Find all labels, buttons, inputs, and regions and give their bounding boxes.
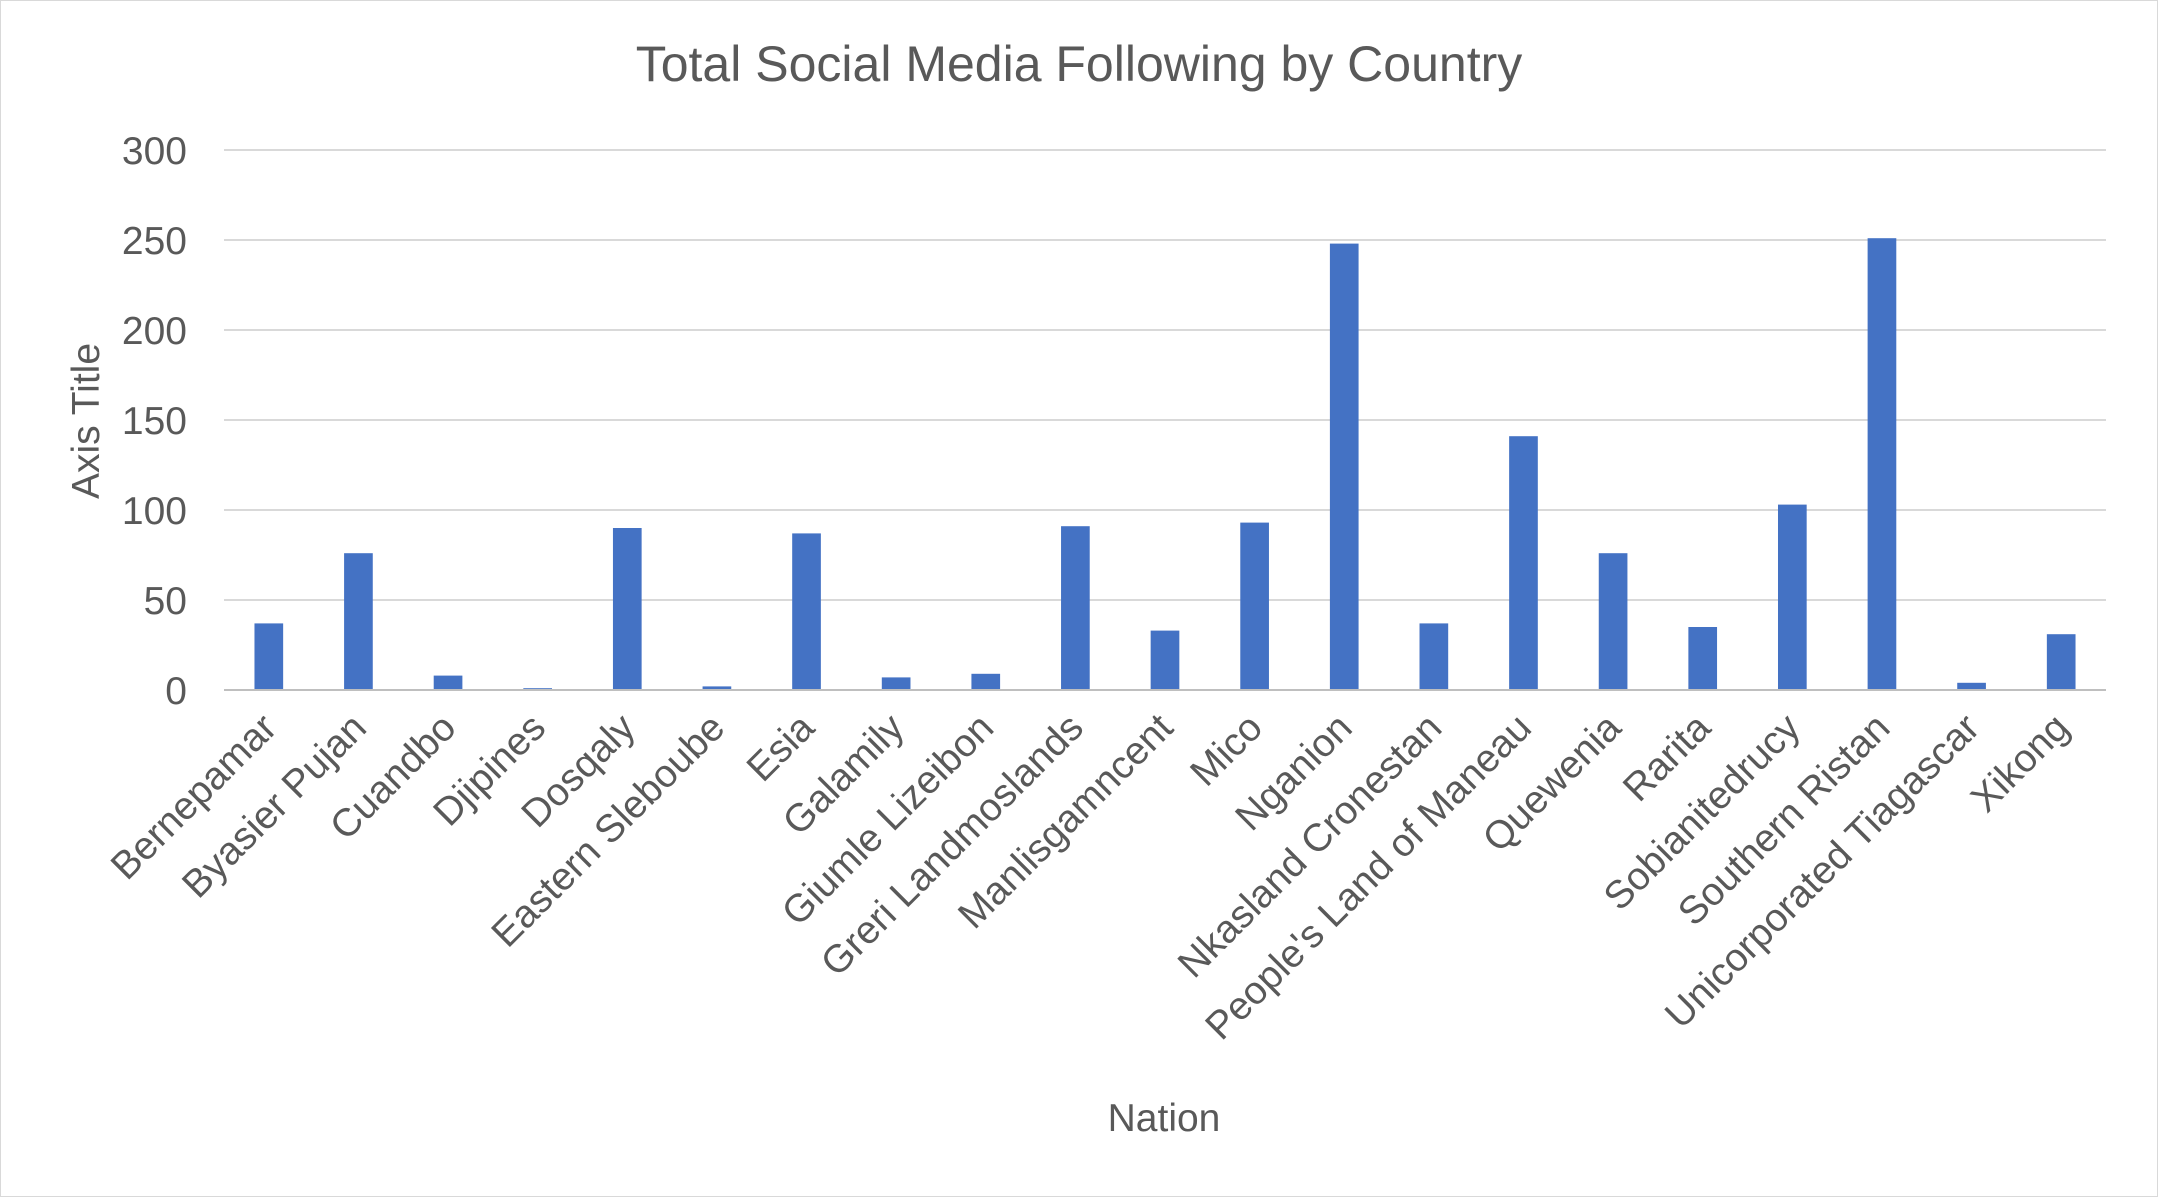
y-tick-label: 200 <box>122 310 187 353</box>
y-tick-label: 150 <box>122 400 187 443</box>
bar <box>881 677 911 690</box>
bar <box>612 528 642 690</box>
gridlines <box>224 149 2106 601</box>
bar <box>971 673 1001 690</box>
bar <box>1509 436 1538 690</box>
bar <box>344 553 373 690</box>
bar <box>1150 630 1180 690</box>
chart-title: Total Social Media Following by Country <box>636 36 1523 92</box>
bar <box>1957 682 1986 690</box>
y-axis-ticks: 0 50 100 150 200 250 300 <box>122 130 187 713</box>
y-axis-title: Axis Title <box>65 343 108 499</box>
bar <box>1419 623 1449 690</box>
bar <box>1777 504 1807 690</box>
bars <box>254 238 2076 690</box>
bar <box>1061 526 1090 690</box>
y-tick-label: 100 <box>122 490 187 533</box>
y-tick-label: 250 <box>122 220 187 263</box>
y-tick-label: 0 <box>165 670 187 713</box>
bar <box>2046 634 2076 690</box>
bar <box>1329 243 1359 690</box>
y-tick-label: 50 <box>144 580 187 623</box>
bar <box>1240 522 1269 690</box>
x-axis-title: Nation <box>1108 1097 1221 1140</box>
bar <box>702 686 732 690</box>
bar <box>254 623 284 690</box>
bar <box>1688 627 1718 690</box>
y-tick-label: 300 <box>122 130 187 173</box>
bar <box>792 533 821 690</box>
bar <box>1867 238 1897 690</box>
bar <box>433 675 463 690</box>
x-tick-label: Xikong <box>1963 706 2078 821</box>
bar <box>1598 553 1628 690</box>
